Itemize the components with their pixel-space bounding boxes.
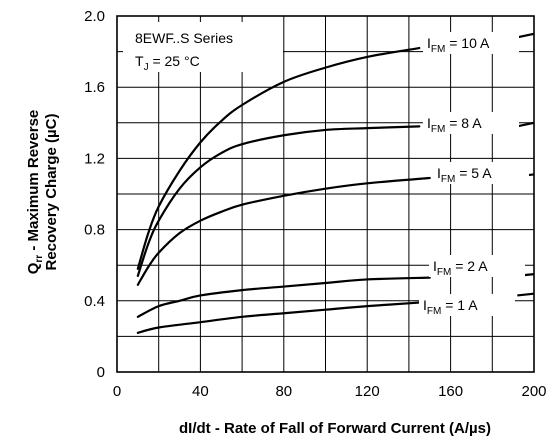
series-label-ifm-2a: IFM = 2 A (433, 258, 488, 278)
series-label-prefix: I (423, 297, 427, 313)
series-label-prefix: I (427, 35, 431, 51)
series-label-ifm-10a: IFM = 10 A (427, 35, 490, 55)
annotation-box (123, 22, 283, 72)
series-label-value: = 5 A (455, 165, 492, 181)
series-line-ifm-8a (136, 125, 421, 277)
series-label-ifm-8a: IFM = 8 A (427, 115, 482, 135)
series-stub-ifm-8a (517, 121, 535, 128)
x-axis-title: dI/dt - Rate of Fall of Forward Current … (179, 420, 491, 437)
y-axis-title-line2: Recovery Charge (µC) (43, 113, 60, 270)
series-label-prefix: I (427, 115, 431, 131)
series-label-value: = 10 A (445, 35, 490, 51)
series-stub-ifm-1a (517, 292, 535, 297)
series-label-bg-ifm-2a (429, 255, 525, 277)
y-tick-label: 0 (97, 364, 105, 381)
series-label-bg-ifm-8a (423, 112, 519, 134)
x-tick-label: 160 (438, 383, 463, 400)
plot-frame (116, 15, 535, 373)
x-tick-label: 120 (355, 383, 380, 400)
y-axis-title: Qrr - Maximum Reverse Recovery Charge (µ… (25, 110, 60, 275)
series-label-subscript: FM (437, 267, 451, 278)
series-label-ifm-5a: IFM = 5 A (437, 165, 492, 185)
y-tick-label: 2.0 (84, 8, 105, 25)
y-tick-label: 1.6 (84, 79, 105, 96)
x-tick-label: 40 (192, 383, 209, 400)
x-tick-label: 80 (275, 383, 292, 400)
temperature-annotation: TJ = 25 °C (135, 53, 200, 73)
axis-ticks: 0 40 80 120 160 200 0 0.4 0.8 1.2 1.6 2.0 (84, 8, 546, 400)
series-label-subscript: FM (441, 174, 455, 185)
series-line-ifm-1a (136, 301, 421, 334)
series-label-bg-ifm-1a (419, 294, 515, 316)
grid (117, 16, 534, 372)
y-title-rest: - Maximum Reverse (25, 110, 42, 255)
y-title-subscript: rr (34, 255, 45, 263)
series-label-subscript: FM (431, 44, 445, 55)
y-title-q: Q (25, 262, 42, 274)
series-stub-ifm-10a (517, 32, 535, 39)
series-label-ifm-1a: IFM = 1 A (423, 297, 478, 317)
series-label-bg-ifm-5a (433, 162, 529, 184)
series-label-value: = 8 A (445, 115, 482, 131)
series-label-prefix: I (437, 165, 441, 181)
y-axis-title-line1: Qrr - Maximum Reverse (25, 110, 45, 275)
series-annotation: 8EWF..S Series (135, 30, 233, 46)
series-label-value: = 2 A (451, 258, 488, 274)
y-tick-label: 0.8 (84, 222, 105, 239)
series-line-ifm-10a (136, 46, 421, 270)
y-tick-label: 1.2 (84, 150, 105, 167)
tj-prefix: T (135, 53, 144, 69)
series-line-ifm-2a (136, 276, 431, 318)
series-lines (136, 32, 535, 334)
series-label-subscript: FM (427, 306, 441, 317)
series-label-value: = 1 A (441, 297, 478, 313)
series-label-subscript: FM (431, 124, 445, 135)
x-tick-label: 200 (521, 383, 546, 400)
series-line-ifm-5a (136, 176, 431, 286)
tj-subscript: J (144, 62, 149, 73)
y-tick-label: 0.4 (84, 293, 105, 310)
series-label-prefix: I (433, 258, 437, 274)
tj-value: = 25 °C (149, 53, 200, 69)
series-label-bg-ifm-10a (423, 32, 519, 54)
x-tick-label: 0 (113, 383, 121, 400)
